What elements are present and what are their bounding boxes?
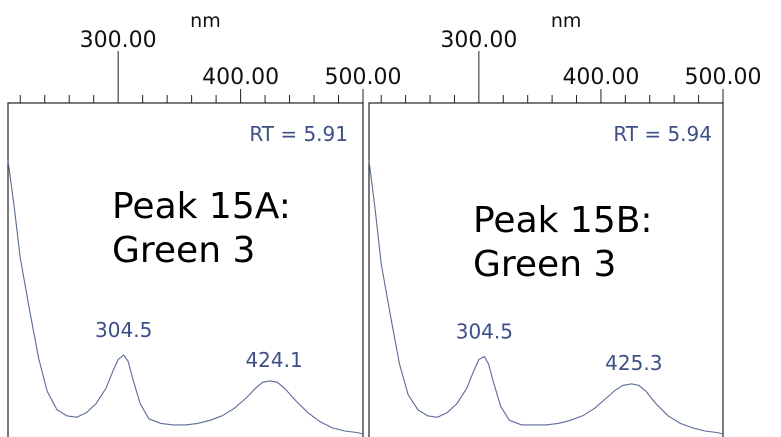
x-unit-label: nm <box>190 10 221 32</box>
peak-wavelength-label: 304.5 <box>456 319 513 343</box>
x-tick-label: 500.00 <box>685 65 762 90</box>
peak-title-line: Peak 15A: <box>112 186 291 227</box>
plot-frame <box>7 102 364 437</box>
retention-time-label: RT = 5.94 <box>613 122 712 146</box>
retention-time-label: RT = 5.91 <box>249 122 348 146</box>
x-unit-label: nm <box>551 10 582 32</box>
x-tick-label: 300.00 <box>80 28 157 53</box>
spectrum-line <box>7 160 364 435</box>
peak-title-line: Green 3 <box>473 244 616 285</box>
peak-title: Peak 15B: Green 3 <box>473 200 653 285</box>
spectrum-panel-15b: 300.00 400.00 500.00 nm RT = 5.94 Peak 15B: Gr… <box>368 10 762 437</box>
peak-title: Peak 15A: Green 3 <box>112 186 291 271</box>
peak-wavelength-label: 424.1 <box>245 348 302 372</box>
peak-wavelength-label: 304.5 <box>95 318 152 342</box>
peak-wavelength-label: 425.3 <box>605 351 662 375</box>
spectrum-panel-15a: 300.00 400.00 500.00 nm RT = 5.91 Peak 15A: Gr… <box>7 10 402 437</box>
x-tick-label: 300.00 <box>440 28 517 53</box>
x-tick-label: 500.00 <box>325 65 402 90</box>
spectrum-line <box>368 160 724 435</box>
peak-title-line: Green 3 <box>112 230 255 271</box>
plot-frame <box>368 102 724 437</box>
x-tick-label: 400.00 <box>202 65 279 90</box>
x-tick-label: 400.00 <box>562 65 639 90</box>
peak-title-line: Peak 15B: <box>473 200 653 241</box>
